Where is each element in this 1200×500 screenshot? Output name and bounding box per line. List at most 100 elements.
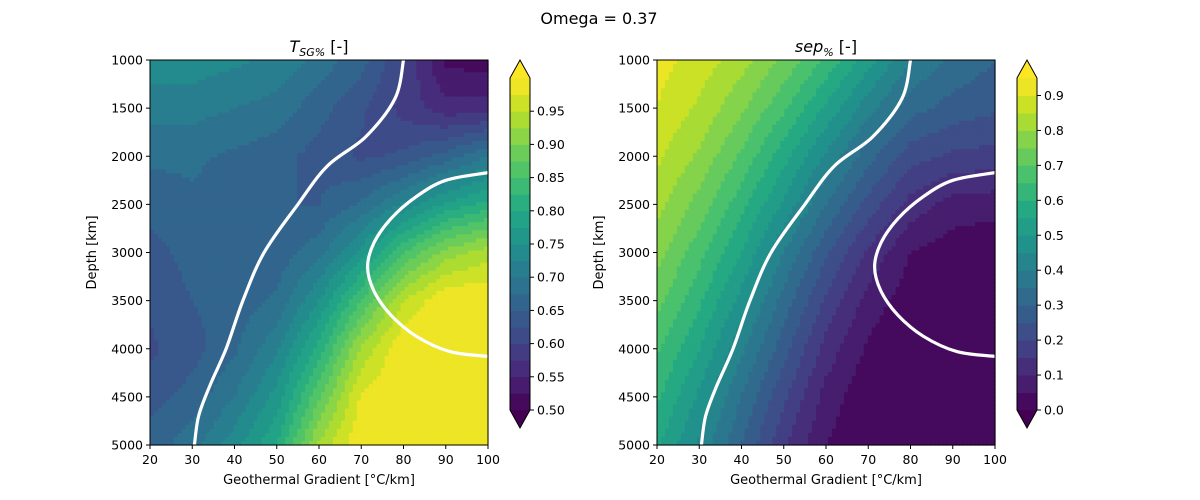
heatmap-cell xyxy=(313,153,318,158)
heatmap-cell xyxy=(460,165,465,171)
heatmap-cell xyxy=(456,205,461,211)
heatmap-cell xyxy=(261,165,266,171)
heatmap-cell xyxy=(380,238,386,243)
heatmap-cell xyxy=(289,181,294,187)
heatmap-cell xyxy=(253,137,258,142)
heatmap-cell xyxy=(364,185,370,191)
heatmap-cell xyxy=(301,291,306,296)
heatmap-cell xyxy=(420,201,425,207)
heatmap-cell xyxy=(420,254,425,260)
heatmap-cell xyxy=(396,238,402,243)
heatmap-cell xyxy=(452,80,457,85)
heatmap-cell xyxy=(368,270,374,276)
heatmap-cell xyxy=(225,246,231,252)
heatmap-cell xyxy=(344,258,350,264)
heatmap-cell xyxy=(317,161,322,166)
heatmap-cell xyxy=(305,226,310,231)
heatmap-cell xyxy=(412,250,418,256)
heatmap-cell xyxy=(217,201,223,207)
heatmap-cell xyxy=(281,68,286,73)
heatmap-cell xyxy=(257,295,262,300)
heatmap-cell xyxy=(340,64,346,69)
heatmap-cell xyxy=(332,100,338,106)
heatmap-cell xyxy=(392,270,398,276)
heatmap-cell xyxy=(368,230,374,235)
heatmap-cell xyxy=(273,274,278,280)
heatmap-cell xyxy=(165,137,171,142)
heatmap-cell xyxy=(452,169,457,175)
heatmap-cell xyxy=(193,226,199,231)
heatmap-cell xyxy=(161,100,167,106)
heatmap-cell xyxy=(336,242,342,248)
heatmap-cell xyxy=(257,153,262,158)
heatmap-cell xyxy=(416,145,421,150)
heatmap-cell xyxy=(400,157,406,162)
heatmap-cell xyxy=(476,242,481,248)
heatmap-cell xyxy=(324,193,330,199)
heatmap-cell xyxy=(424,201,429,207)
heatmap-cell xyxy=(209,278,215,284)
heatmap-cell xyxy=(305,157,310,162)
heatmap-cell xyxy=(273,189,278,195)
heatmap-cell xyxy=(396,222,402,227)
heatmap-cell xyxy=(456,278,461,284)
heatmap-cell xyxy=(221,286,227,292)
heatmap-cell xyxy=(193,92,199,98)
heatmap-cell xyxy=(309,193,314,199)
heatmap-cell xyxy=(181,84,187,89)
heatmap-cell xyxy=(205,278,211,284)
heatmap-cell xyxy=(181,169,187,175)
heatmap-cell xyxy=(217,153,223,158)
heatmap-cell xyxy=(396,104,402,110)
heatmap-cell xyxy=(368,205,374,211)
heatmap-cell xyxy=(221,153,227,158)
heatmap-cell xyxy=(320,291,326,296)
heatmap-cell xyxy=(221,234,227,239)
heatmap-cell xyxy=(332,72,338,77)
heatmap-cell xyxy=(384,84,390,89)
heatmap-cell xyxy=(285,116,290,122)
heatmap-cell xyxy=(480,76,485,81)
heatmap-cell xyxy=(472,132,477,138)
heatmap-cell xyxy=(364,177,370,183)
heatmap-cell xyxy=(344,141,350,146)
heatmap-cell xyxy=(480,238,485,243)
heatmap-cell xyxy=(269,161,274,166)
heatmap-cell xyxy=(293,282,298,288)
heatmap-cell xyxy=(452,193,457,199)
heatmap-cell xyxy=(161,60,167,65)
heatmap-cell xyxy=(221,197,227,203)
heatmap-cell xyxy=(169,193,175,199)
heatmap-cell xyxy=(169,141,175,146)
heatmap-cell xyxy=(257,137,262,142)
heatmap-cell xyxy=(233,157,239,162)
heatmap-cell xyxy=(436,157,441,162)
heatmap-cell xyxy=(297,132,302,138)
heatmap-cell xyxy=(201,189,207,195)
heatmap-cell xyxy=(309,295,314,300)
heatmap-cell xyxy=(356,181,362,187)
heatmap-cell xyxy=(153,282,159,288)
heatmap-cell xyxy=(336,72,342,77)
heatmap-cell xyxy=(197,80,203,85)
heatmap-cell xyxy=(468,153,473,158)
heatmap-cell xyxy=(348,286,354,292)
heatmap-cell xyxy=(428,72,433,77)
heatmap-cell xyxy=(241,80,247,85)
heatmap-cell xyxy=(472,222,477,227)
heatmap-cell xyxy=(448,165,453,171)
heatmap-cell xyxy=(221,108,227,114)
heatmap-cell xyxy=(412,137,418,142)
heatmap-cell xyxy=(173,120,179,126)
heatmap-cell xyxy=(328,92,334,98)
heatmap-cell xyxy=(476,266,481,272)
heatmap-cell xyxy=(309,128,314,134)
heatmap-cell xyxy=(169,137,175,142)
heatmap-cell xyxy=(392,278,398,284)
heatmap-cell xyxy=(412,108,418,114)
heatmap-cell xyxy=(376,132,382,138)
heatmap-cell xyxy=(173,193,179,199)
heatmap-cell xyxy=(253,100,258,106)
heatmap-cell xyxy=(249,177,254,183)
heatmap-cell xyxy=(281,120,286,126)
